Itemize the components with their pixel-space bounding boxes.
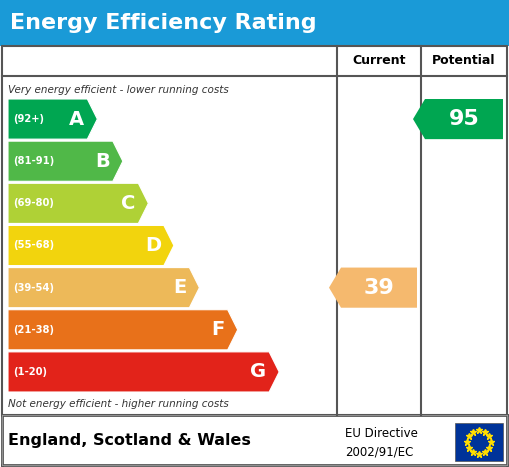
- Text: 39: 39: [363, 278, 394, 297]
- Text: G: G: [250, 362, 266, 382]
- Text: Current: Current: [352, 55, 406, 68]
- Text: (69-80): (69-80): [13, 198, 54, 208]
- Text: (21-38): (21-38): [13, 325, 54, 335]
- Polygon shape: [8, 268, 200, 308]
- Text: A: A: [69, 110, 84, 128]
- Text: D: D: [145, 236, 161, 255]
- Text: F: F: [211, 320, 224, 340]
- Text: 95: 95: [448, 109, 479, 129]
- Polygon shape: [8, 352, 279, 392]
- Bar: [0, 0, 509, 46]
- Polygon shape: [8, 141, 123, 181]
- Polygon shape: [8, 183, 148, 223]
- Text: Very energy efficient - lower running costs: Very energy efficient - lower running co…: [8, 85, 229, 95]
- Text: (81-91): (81-91): [13, 156, 54, 166]
- Text: (1-20): (1-20): [13, 367, 47, 377]
- Text: Potential: Potential: [432, 55, 496, 68]
- Bar: [2, 46, 507, 415]
- Text: Energy Efficiency Rating: Energy Efficiency Rating: [10, 13, 317, 33]
- Text: 2002/91/EC: 2002/91/EC: [345, 446, 413, 459]
- Text: Not energy efficient - higher running costs: Not energy efficient - higher running co…: [8, 399, 229, 409]
- Polygon shape: [413, 99, 503, 139]
- Polygon shape: [8, 99, 97, 139]
- Text: (92+): (92+): [13, 114, 44, 124]
- Text: B: B: [95, 152, 110, 171]
- Text: C: C: [121, 194, 135, 213]
- Polygon shape: [8, 226, 174, 266]
- Text: EU Directive: EU Directive: [345, 427, 418, 440]
- Text: (55-68): (55-68): [13, 241, 54, 250]
- Bar: [455, 423, 503, 461]
- Text: England, Scotland & Wales: England, Scotland & Wales: [8, 433, 251, 448]
- Text: (39-54): (39-54): [13, 283, 54, 293]
- Bar: [0, 415, 509, 467]
- Text: E: E: [173, 278, 186, 297]
- Polygon shape: [329, 268, 417, 308]
- Polygon shape: [8, 310, 238, 350]
